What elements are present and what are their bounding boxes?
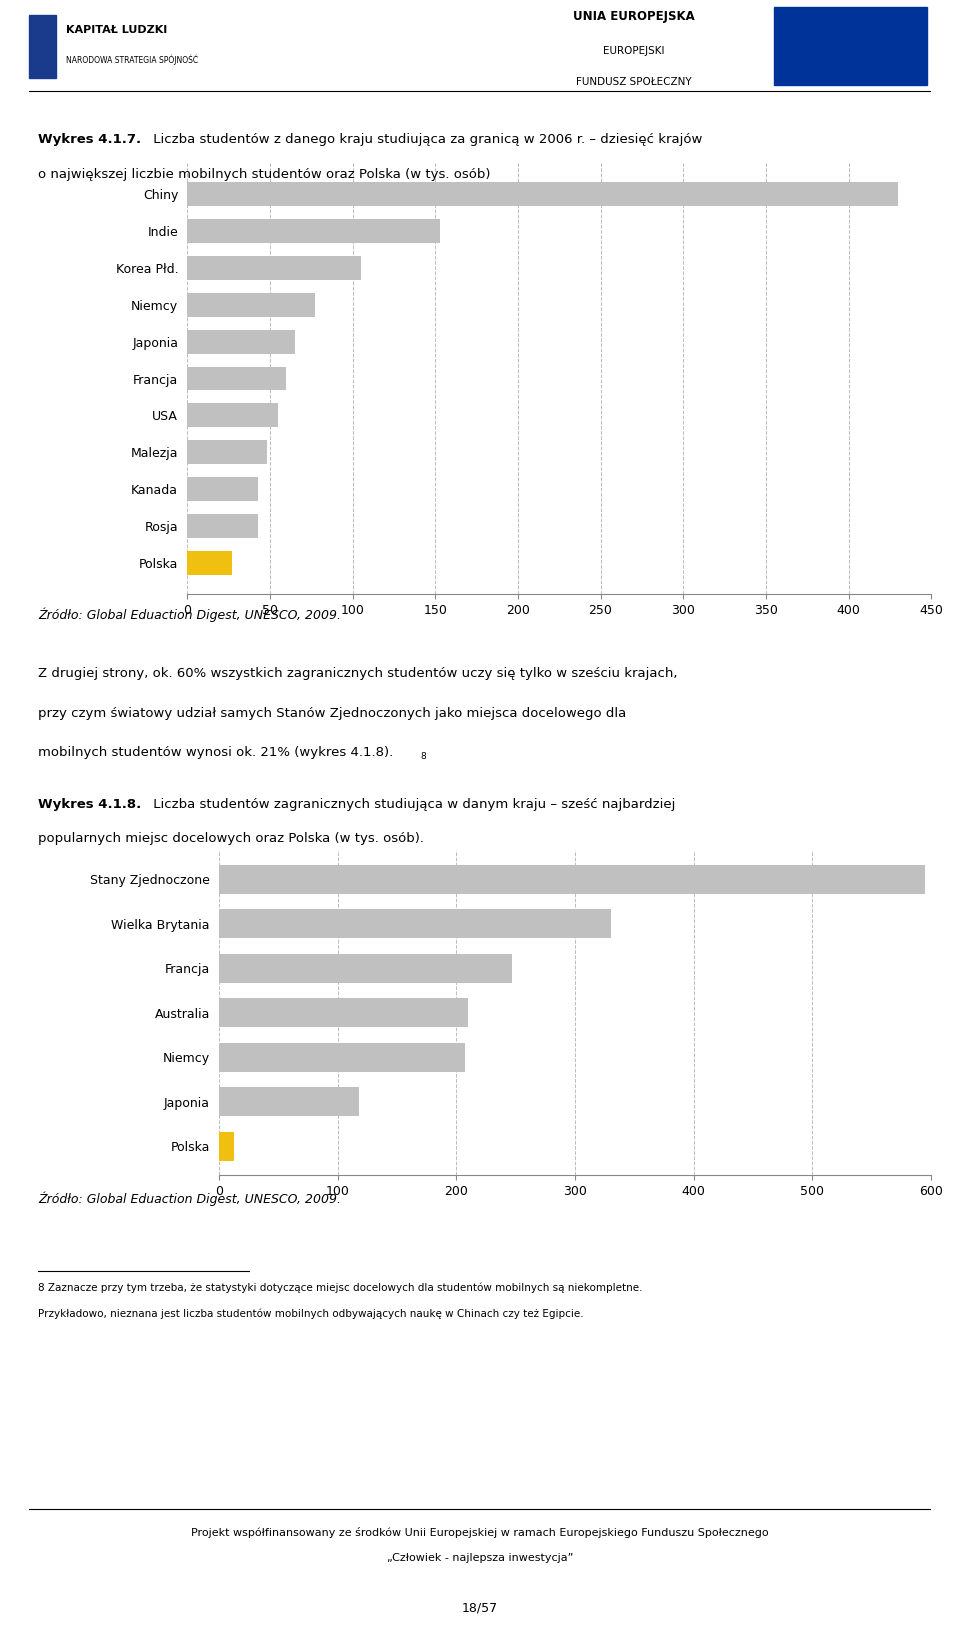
- Text: o największej liczbie mobilnych studentów oraz Polska (w tys. osób): o największej liczbie mobilnych studentó…: [38, 168, 491, 181]
- Text: UNIA EUROPEJSKA: UNIA EUROPEJSKA: [573, 10, 695, 23]
- Text: mobilnych studentów wynosi ok. 21% (wykres 4.1.8).: mobilnych studentów wynosi ok. 21% (wykr…: [38, 746, 394, 759]
- Text: Projekt współfinansowany ze środków Unii Europejskiej w ramach Europejskiego Fun: Projekt współfinansowany ze środków Unii…: [191, 1527, 769, 1538]
- Text: 8 Zaznacze przy tym trzeba, że statystyki dotyczące miejsc docelowych dla studen: 8 Zaznacze przy tym trzeba, że statystyk…: [38, 1283, 643, 1293]
- Bar: [187, 182, 899, 207]
- Bar: [219, 1131, 234, 1161]
- Bar: [219, 1088, 359, 1117]
- Text: Wykres 4.1.7.: Wykres 4.1.7.: [38, 133, 141, 147]
- Text: Wykres 4.1.8.: Wykres 4.1.8.: [38, 798, 142, 811]
- Bar: [219, 864, 925, 894]
- Text: Z drugiej strony, ok. 60% wszystkich zagranicznych studentów uczy się tylko w sz: Z drugiej strony, ok. 60% wszystkich zag…: [38, 667, 678, 681]
- Bar: [187, 330, 295, 353]
- Bar: [219, 954, 512, 983]
- Text: „Człowiek - najlepsza inwestycja”: „Człowiek - najlepsza inwestycja”: [387, 1553, 573, 1563]
- Text: Liczba studentów z danego kraju studiująca za granicą w 2006 r. – dziesięć krajó: Liczba studentów z danego kraju studiują…: [149, 133, 702, 147]
- Bar: [187, 404, 278, 427]
- Text: 18/57: 18/57: [462, 1602, 498, 1615]
- Bar: [219, 908, 611, 938]
- Bar: [187, 293, 315, 317]
- Text: NARODOWA STRATEGIA SPÓJNOŚĆ: NARODOWA STRATEGIA SPÓJNOŚĆ: [66, 55, 199, 65]
- Text: Źródło: Global Eduaction Digest, UNESCO, 2009.: Źródło: Global Eduaction Digest, UNESCO,…: [38, 1192, 342, 1206]
- Text: EUROPEJSKI: EUROPEJSKI: [603, 46, 664, 55]
- FancyBboxPatch shape: [29, 15, 56, 78]
- Bar: [187, 514, 258, 537]
- Bar: [187, 220, 440, 243]
- Bar: [187, 477, 258, 501]
- Text: Przykładowo, nieznana jest liczba studentów mobilnych odbywających naukę w China: Przykładowo, nieznana jest liczba studen…: [38, 1309, 584, 1319]
- FancyBboxPatch shape: [775, 7, 927, 85]
- Bar: [187, 256, 361, 280]
- Text: popularnych miejsc docelowych oraz Polska (w tys. osób).: popularnych miejsc docelowych oraz Polsk…: [38, 832, 424, 845]
- Bar: [219, 1042, 465, 1071]
- Bar: [219, 998, 468, 1027]
- Text: Źródło: Global Eduaction Digest, UNESCO, 2009.: Źródło: Global Eduaction Digest, UNESCO,…: [38, 607, 342, 622]
- Bar: [187, 440, 267, 464]
- Text: 8: 8: [420, 752, 426, 762]
- Text: FUNDUSZ SPOŁECZNY: FUNDUSZ SPOŁECZNY: [576, 77, 692, 86]
- Text: KAPITAŁ LUDZKI: KAPITAŁ LUDZKI: [66, 26, 168, 36]
- Text: Liczba studentów zagranicznych studiująca w danym kraju – sześć najbardziej: Liczba studentów zagranicznych studiując…: [149, 798, 675, 811]
- Bar: [187, 366, 286, 391]
- Text: przy czym światowy udział samych Stanów Zjednoczonych jako miejsca docelowego dl: przy czym światowy udział samych Stanów …: [38, 707, 627, 720]
- Bar: [187, 550, 232, 575]
